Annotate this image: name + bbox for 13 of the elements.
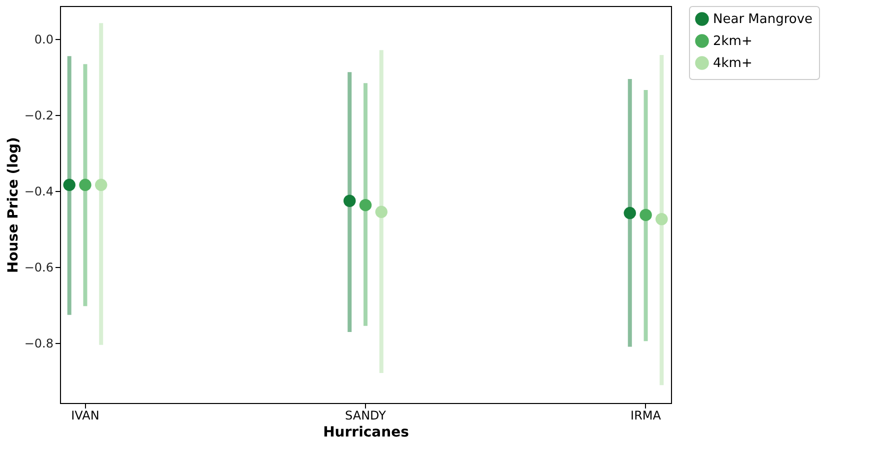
x-axis-title: Hurricanes xyxy=(323,424,409,440)
y-tick-label: −0.8 xyxy=(24,336,54,350)
y-axis-title: House Price (log) xyxy=(5,137,22,273)
y-tick-label: 0.0 xyxy=(34,32,54,47)
legend-label: Near Mangrove xyxy=(713,12,813,27)
y-tick-label: −0.6 xyxy=(24,260,54,274)
y-tick-label: −0.2 xyxy=(24,108,54,123)
x-tick-label: IRMA xyxy=(630,408,662,422)
legend-label: 2km+ xyxy=(713,34,752,49)
y-tick-label: −0.4 xyxy=(24,184,54,199)
legend-label: 4km+ xyxy=(713,56,752,71)
x-tick-label: IVAN xyxy=(71,408,100,422)
x-tick-label: SANDY xyxy=(345,408,387,422)
